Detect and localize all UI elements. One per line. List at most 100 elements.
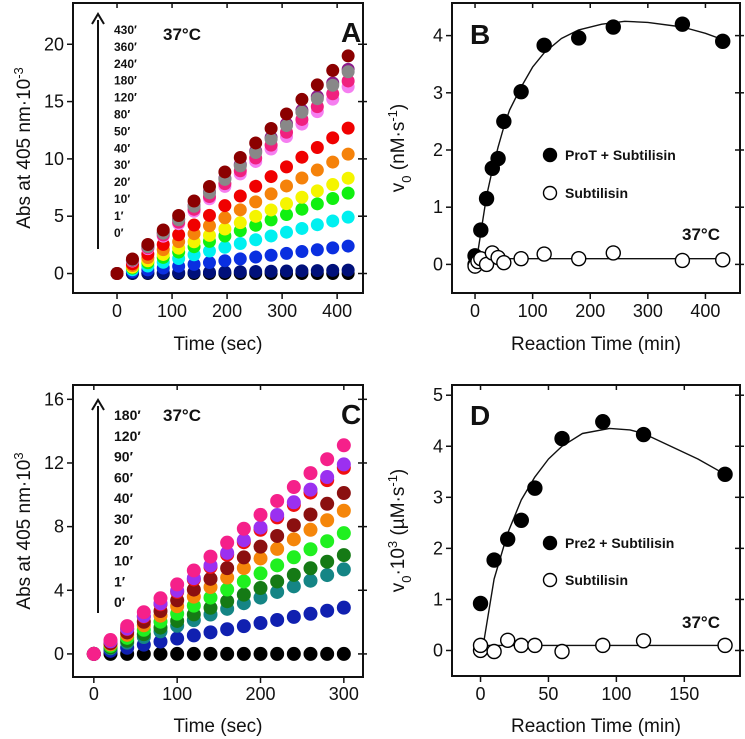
data-point	[320, 470, 335, 485]
data-point	[320, 534, 335, 549]
data-point	[295, 92, 309, 106]
data-point	[153, 646, 168, 661]
data-point	[249, 264, 263, 278]
data-point	[86, 646, 101, 661]
data-point	[286, 646, 301, 661]
legend-label: 120′	[114, 428, 141, 444]
data-point	[336, 503, 351, 518]
data-point	[270, 612, 285, 627]
data-point	[202, 219, 216, 233]
x-tick-label: 400	[322, 301, 352, 321]
plot-area	[86, 438, 351, 661]
data-point	[303, 507, 318, 522]
legend-label: Subtilisin	[565, 185, 628, 201]
data-point	[186, 646, 201, 661]
temperature-label: 37°C	[163, 406, 201, 425]
y-tick-label: 4	[54, 580, 64, 600]
data-point	[220, 594, 235, 609]
data-point	[270, 493, 285, 508]
data-point	[202, 265, 216, 279]
temperature-label: 37°C	[682, 613, 720, 632]
data-point	[233, 150, 247, 164]
series-open	[472, 632, 733, 660]
x-tick-label: 0	[470, 301, 480, 321]
series-40min	[110, 171, 355, 281]
data-point	[202, 208, 216, 222]
data-point	[218, 240, 232, 254]
data-point	[233, 265, 247, 279]
data-point	[186, 628, 201, 643]
data-point	[249, 218, 263, 232]
data-point	[264, 213, 278, 227]
data-point	[310, 197, 324, 211]
data-point	[303, 573, 318, 588]
data-point	[286, 567, 301, 582]
data-point	[270, 646, 285, 661]
y-axis-title: v0 (nM·s-1)	[385, 104, 414, 192]
data-point	[635, 633, 652, 649]
y-axis-title: Abs at 405 nm·10-3	[11, 67, 35, 229]
legend-marker	[542, 572, 558, 588]
data-point	[310, 243, 324, 257]
data-point	[478, 190, 495, 207]
data-point	[202, 244, 216, 258]
data-point	[170, 646, 185, 661]
x-tick-label: 0	[89, 684, 99, 704]
data-point	[295, 245, 309, 259]
data-point	[280, 119, 294, 133]
data-point	[341, 239, 355, 253]
data-point	[110, 267, 124, 281]
x-axis-title: Time (sec)	[173, 716, 262, 737]
data-point	[303, 646, 318, 661]
data-point	[218, 254, 232, 268]
data-point	[341, 263, 355, 277]
label-text: v	[388, 182, 409, 192]
y-tick-label: 15	[44, 92, 64, 112]
data-point	[249, 233, 263, 247]
series-180min	[86, 438, 351, 661]
data-point	[220, 535, 235, 550]
y-tick-label: 4	[433, 26, 443, 46]
label-text: ·10	[388, 548, 409, 575]
data-point	[153, 634, 168, 649]
legend-label: 20′	[114, 532, 134, 548]
data-point	[187, 257, 201, 271]
data-point	[218, 165, 232, 179]
data-point	[253, 507, 268, 522]
data-point	[264, 170, 278, 184]
x-tick-label: 100	[162, 684, 192, 704]
data-point	[310, 92, 324, 106]
data-point	[253, 520, 268, 535]
data-point	[513, 637, 529, 654]
data-point	[249, 195, 263, 209]
data-point	[233, 189, 247, 203]
data-point	[253, 581, 268, 596]
data-point	[295, 105, 309, 119]
data-point	[264, 121, 278, 135]
legend-label: 0′	[114, 594, 126, 610]
data-point	[218, 211, 232, 225]
data-point	[320, 513, 335, 528]
data-point	[203, 571, 218, 586]
label-text: Abs at 405 nm·10	[14, 460, 35, 610]
data-point	[513, 512, 529, 528]
data-point	[286, 609, 301, 624]
x-tick-label: 100	[518, 301, 548, 321]
data-point	[527, 637, 543, 654]
legend-label: 30′	[114, 158, 130, 172]
data-point	[303, 561, 318, 576]
panel-label: A	[341, 17, 361, 48]
data-point	[717, 466, 733, 483]
legend-label: 240′	[114, 57, 137, 71]
arrow-up-icon	[91, 398, 105, 411]
data-point	[303, 466, 318, 481]
data-point	[264, 132, 278, 146]
data-point	[236, 521, 251, 536]
data-point	[674, 16, 691, 32]
data-point	[270, 528, 285, 543]
panel-a: 0 100 200 300 400 0 5 10 15 20 Time (sec) Abs at 40…	[11, 2, 367, 355]
data-point	[490, 150, 506, 167]
legend-label: 1′	[114, 209, 124, 223]
data-point	[218, 199, 232, 213]
data-point	[326, 214, 340, 228]
